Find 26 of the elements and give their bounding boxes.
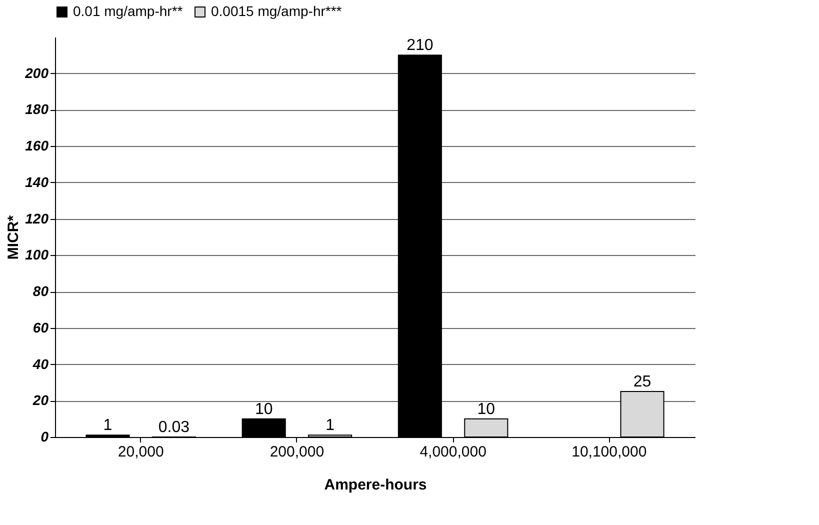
- y-tick-label: 120: [25, 210, 49, 226]
- y-axis-title: MICR*: [5, 215, 22, 260]
- y-tick-label: 140: [25, 174, 49, 190]
- y-tick-label: 180: [25, 101, 49, 118]
- legend-label: 0.0015 mg/amp-hr***: [211, 3, 342, 19]
- x-axis-title: Ampere-hours: [324, 476, 427, 494]
- y-tick-label: 200: [24, 64, 49, 81]
- y-tick-label: 160: [25, 138, 49, 154]
- data-label: 0.03: [158, 418, 190, 436]
- x-tick-label: 200,000: [270, 444, 324, 460]
- data-label: 210: [406, 37, 434, 54]
- y-tick-label: 0: [40, 428, 49, 444]
- data-label: 25: [633, 374, 652, 391]
- data-label: 10: [254, 400, 273, 418]
- data-label: 10: [477, 400, 496, 418]
- data-label: 1: [103, 417, 112, 434]
- legend-label: 0.01 mg/amp-hr**: [73, 3, 184, 19]
- y-tick-label: 40: [32, 356, 49, 372]
- y-tick-label: 20: [32, 392, 49, 408]
- y-tick-label: 60: [32, 319, 49, 336]
- data-label: 1: [326, 417, 335, 434]
- x-tick-label: 10,100,000: [572, 444, 647, 460]
- y-tick-label: 80: [32, 283, 49, 300]
- x-tick-label: 20,000: [118, 444, 164, 460]
- x-tick-label: 4,000,000: [420, 444, 486, 460]
- y-tick-label: 100: [25, 246, 49, 263]
